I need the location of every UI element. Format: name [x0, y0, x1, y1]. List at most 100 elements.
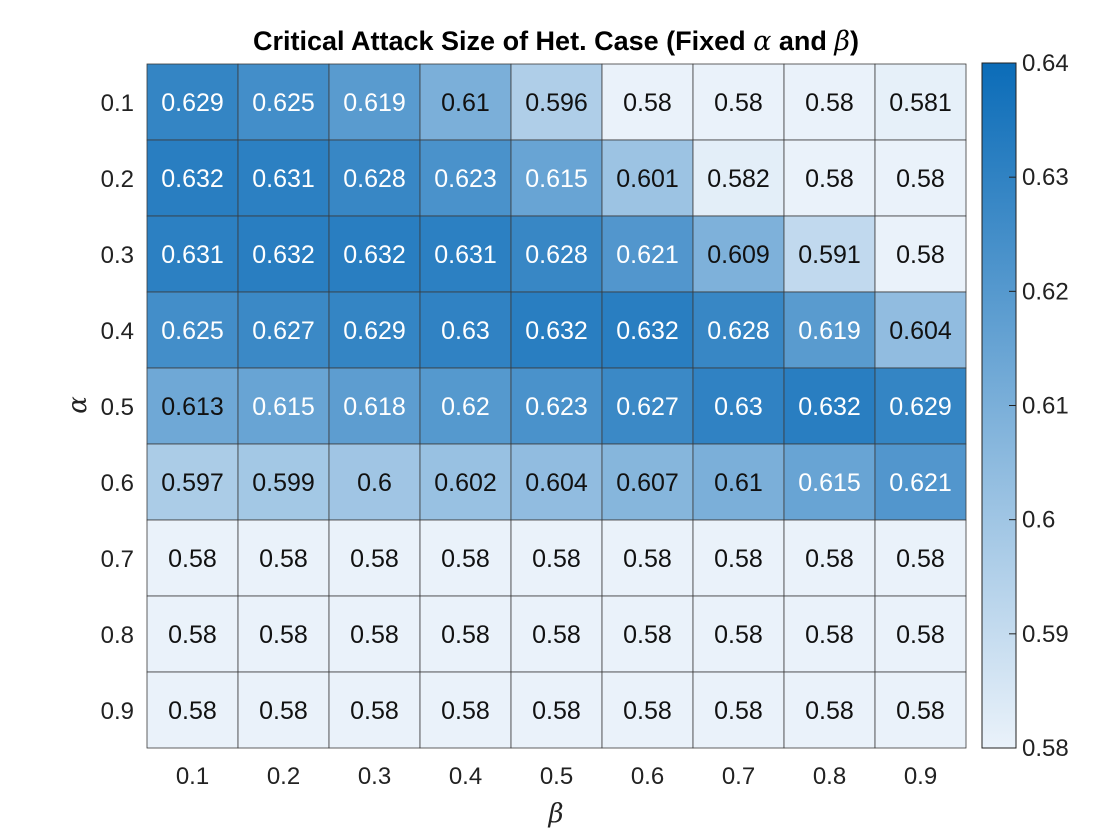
cell-value-label: 0.632 — [525, 317, 588, 345]
heatmap-cell — [419, 215, 512, 293]
heatmap-cell — [237, 443, 330, 521]
cell-value-label: 0.61 — [714, 469, 763, 497]
heatmap-cell — [601, 595, 694, 673]
heatmap-cell — [146, 291, 239, 369]
cell-value-label: 0.582 — [707, 165, 770, 193]
colorbar-tick-label: 0.6 — [1022, 507, 1055, 534]
cell-value-label: 0.6 — [357, 469, 392, 497]
cell-value-label: 0.604 — [889, 317, 952, 345]
cell-value-label: 0.628 — [525, 241, 588, 269]
cell-value-label: 0.621 — [889, 469, 952, 497]
heatmap-cell — [328, 367, 421, 445]
heatmap-cell — [601, 671, 694, 749]
heatmap-cell — [237, 519, 330, 597]
heatmap-cell — [146, 595, 239, 673]
cell-value-label: 0.58 — [168, 545, 217, 573]
x-tick-label: 0.3 — [358, 763, 391, 790]
cell-value-label: 0.58 — [714, 545, 763, 573]
x-tick-label: 0.4 — [449, 763, 482, 790]
cell-value-label: 0.58 — [532, 545, 581, 573]
cell-value-label: 0.58 — [805, 621, 854, 649]
y-tick-label: 0.4 — [101, 318, 134, 345]
cell-value-label: 0.632 — [343, 241, 406, 269]
heatmap-cell — [783, 519, 876, 597]
heatmap-cell — [692, 595, 785, 673]
y-tick-label: 0.6 — [101, 470, 134, 497]
cell-value-label: 0.58 — [350, 545, 399, 573]
heatmap-cell — [692, 215, 785, 293]
heatmap-cell — [874, 215, 967, 293]
heatmap-cell — [874, 367, 967, 445]
heatmap-cell — [510, 595, 603, 673]
cell-value-label: 0.621 — [616, 241, 679, 269]
cell-value-label: 0.63 — [441, 317, 490, 345]
cell-value-label: 0.618 — [343, 393, 406, 421]
cell-value-label: 0.632 — [161, 165, 224, 193]
cell-value-label: 0.58 — [623, 89, 672, 117]
heatmap-cell — [146, 215, 239, 293]
heatmap-cell — [146, 519, 239, 597]
cell-value-label: 0.628 — [343, 165, 406, 193]
heatmap-cell — [237, 291, 330, 369]
cell-value-label: 0.58 — [714, 697, 763, 725]
title-suffix: ) — [850, 26, 859, 56]
title-prefix: Critical Attack Size of Het. Case (Fixed — [253, 26, 753, 56]
cell-value-label: 0.632 — [798, 393, 861, 421]
cell-value-label: 0.58 — [896, 545, 945, 573]
heatmap-cell — [692, 367, 785, 445]
heatmap-cell — [328, 671, 421, 749]
cell-value-label: 0.58 — [441, 697, 490, 725]
heatmap-cell — [783, 443, 876, 521]
heatmap-cell — [510, 519, 603, 597]
cell-value-label: 0.623 — [434, 165, 497, 193]
cell-value-label: 0.58 — [623, 621, 672, 649]
heatmap-cell — [419, 291, 512, 369]
cell-value-label: 0.613 — [161, 393, 224, 421]
y-tick-label: 0.5 — [101, 394, 134, 421]
x-tick-label: 0.7 — [722, 763, 755, 790]
cell-value-label: 0.615 — [525, 165, 588, 193]
cell-value-label: 0.631 — [434, 241, 497, 269]
heatmap-cell — [510, 139, 603, 217]
cell-value-label: 0.619 — [343, 89, 406, 117]
cell-value-label: 0.58 — [714, 89, 763, 117]
cell-value-label: 0.58 — [259, 697, 308, 725]
cell-value-label: 0.625 — [252, 89, 315, 117]
cell-value-label: 0.58 — [896, 621, 945, 649]
cell-value-label: 0.58 — [805, 89, 854, 117]
heatmap-cell — [510, 443, 603, 521]
x-tick-labels: 0.1 0.2 0.3 0.4 0.5 0.6 0.7 0.8 0.9 — [176, 763, 937, 790]
cell-value-label: 0.58 — [441, 545, 490, 573]
heatmap-cell — [237, 63, 330, 141]
cell-value-label: 0.615 — [798, 469, 861, 497]
cell-value-label: 0.58 — [805, 545, 854, 573]
heatmap-cell — [783, 291, 876, 369]
chart-title: Critical Attack Size of Het. Case (Fixed… — [253, 26, 859, 57]
heatmap-cell — [328, 139, 421, 217]
cell-value-label: 0.58 — [168, 621, 217, 649]
heatmap-cell — [237, 671, 330, 749]
title-mid: and — [771, 26, 834, 56]
heatmap-cell — [237, 367, 330, 445]
heatmap-cell — [146, 443, 239, 521]
x-tick-label: 0.8 — [813, 763, 846, 790]
colorbar-ticks: 0.58 0.59 0.6 0.61 0.62 0.63 0.64 — [1009, 50, 1069, 762]
heatmap-cell — [146, 139, 239, 217]
heatmap-cell — [692, 671, 785, 749]
colorbar-tick-label: 0.63 — [1022, 164, 1069, 191]
x-tick-label: 0.1 — [176, 763, 209, 790]
cell-value-label: 0.58 — [896, 697, 945, 725]
cell-value-label: 0.63 — [714, 393, 763, 421]
y-tick-label: 0.2 — [101, 166, 134, 193]
heatmap-cell — [692, 519, 785, 597]
cell-value-label: 0.632 — [616, 317, 679, 345]
cell-value-label: 0.58 — [896, 165, 945, 193]
cell-value-label: 0.599 — [252, 469, 315, 497]
heatmap-cell — [419, 595, 512, 673]
heatmap-cell — [601, 139, 694, 217]
cell-value-label: 0.58 — [259, 545, 308, 573]
cell-value-label: 0.58 — [714, 621, 763, 649]
cell-value-label: 0.628 — [707, 317, 770, 345]
cell-value-label: 0.591 — [798, 241, 861, 269]
